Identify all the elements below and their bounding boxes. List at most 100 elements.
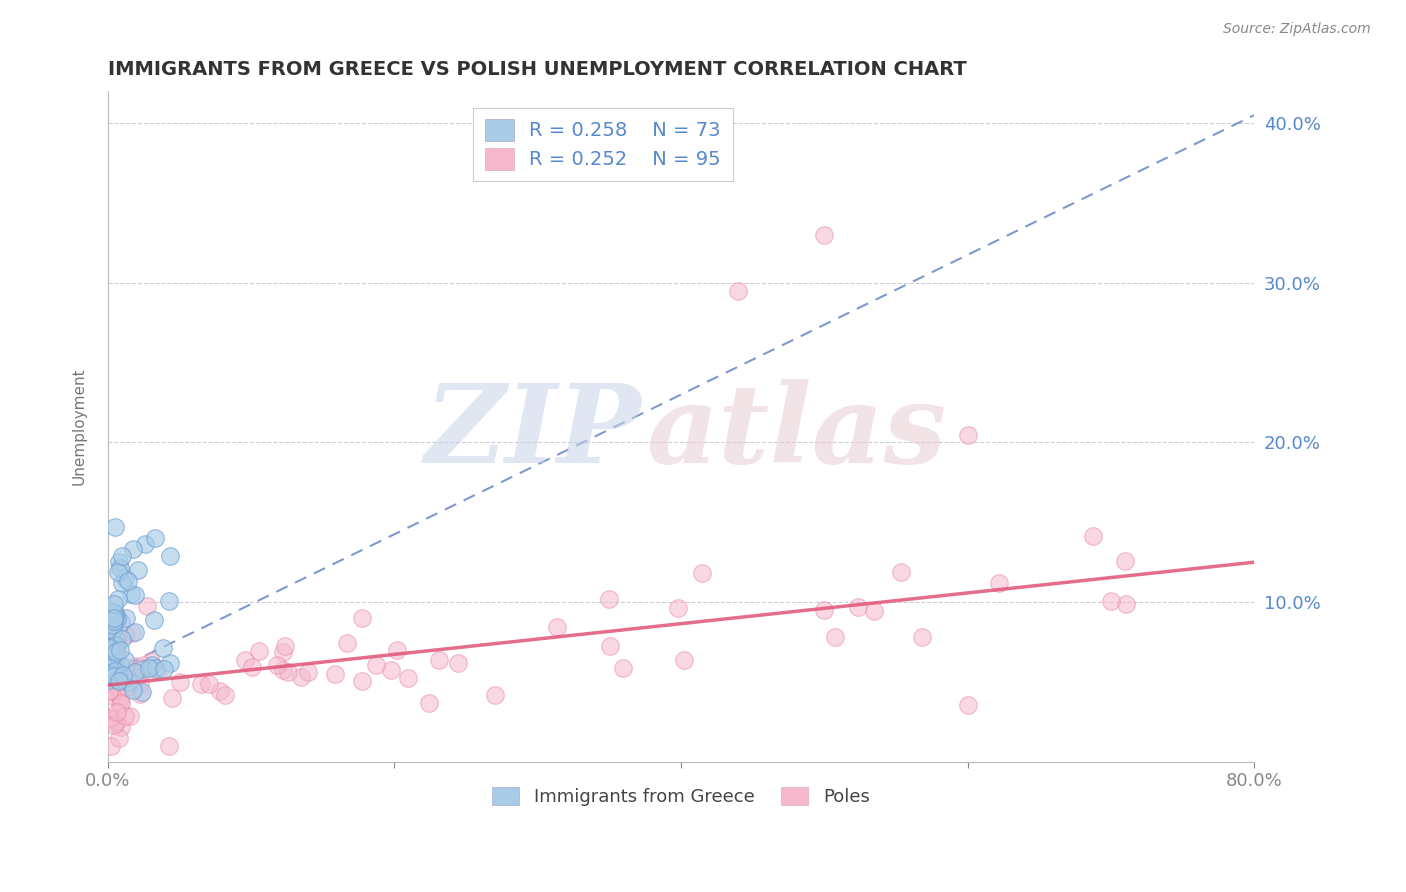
Point <box>104 641 127 656</box>
Point <box>107 731 129 746</box>
Point <box>146 664 169 678</box>
Point <box>666 601 689 615</box>
Point <box>274 639 297 653</box>
Point <box>987 576 1010 591</box>
Point <box>98 684 121 698</box>
Point <box>134 537 156 551</box>
Point <box>1099 593 1122 607</box>
Point <box>160 691 183 706</box>
Point <box>131 662 153 676</box>
Point <box>110 697 132 711</box>
Point <box>98 712 121 726</box>
Point <box>121 542 143 557</box>
Point <box>104 665 127 679</box>
Point <box>114 628 136 642</box>
Text: ZIP: ZIP <box>425 379 641 487</box>
Point <box>108 561 131 575</box>
Point <box>111 549 134 563</box>
Point <box>98 624 121 639</box>
Point <box>104 608 127 623</box>
Point <box>427 653 450 667</box>
Point <box>104 661 127 675</box>
Point <box>104 606 127 620</box>
Point <box>103 614 125 628</box>
Point <box>131 684 153 698</box>
Point <box>111 632 134 646</box>
Point <box>1083 529 1105 543</box>
Legend: Immigrants from Greece, Poles: Immigrants from Greece, Poles <box>485 780 877 814</box>
Point <box>100 654 122 668</box>
Point <box>107 565 129 579</box>
Point <box>159 549 181 563</box>
Point <box>114 709 136 723</box>
Point <box>125 659 148 673</box>
Point <box>107 673 129 687</box>
Point <box>484 688 506 702</box>
Point <box>911 630 934 644</box>
Point <box>114 571 136 585</box>
Point <box>100 654 122 668</box>
Point <box>1114 554 1136 568</box>
Point <box>108 673 131 688</box>
Point <box>152 641 174 656</box>
Point <box>209 684 232 698</box>
Point <box>813 603 835 617</box>
Point <box>890 565 912 579</box>
Point <box>169 674 191 689</box>
Point <box>98 667 121 681</box>
Point <box>297 665 319 680</box>
Point <box>103 658 125 673</box>
Point <box>105 705 128 719</box>
Point <box>98 640 121 655</box>
Point <box>98 683 121 698</box>
Point <box>103 689 125 703</box>
Point <box>115 680 138 694</box>
Point <box>103 645 125 659</box>
Point <box>692 566 714 580</box>
Point <box>266 657 288 672</box>
Point <box>105 607 128 622</box>
Point <box>214 688 236 702</box>
Point <box>121 683 143 698</box>
Point <box>446 657 468 671</box>
Point <box>127 563 149 577</box>
Point <box>100 676 122 690</box>
Point <box>115 611 138 625</box>
Point <box>124 588 146 602</box>
Point <box>105 632 128 646</box>
Text: Source: ZipAtlas.com: Source: ZipAtlas.com <box>1223 22 1371 37</box>
Point <box>104 519 127 533</box>
Point <box>105 632 128 647</box>
Point <box>124 624 146 639</box>
Point <box>98 673 121 688</box>
Point <box>273 645 295 659</box>
Point <box>396 671 419 685</box>
Point <box>117 660 139 674</box>
Point <box>117 574 139 589</box>
Point <box>380 663 402 677</box>
Point <box>350 610 373 624</box>
Point <box>98 640 121 655</box>
Text: atlas: atlas <box>647 379 946 487</box>
Point <box>112 672 135 686</box>
Point <box>100 739 122 753</box>
Point <box>114 653 136 667</box>
Point <box>813 227 835 242</box>
Point <box>138 661 160 675</box>
Point <box>103 669 125 683</box>
Point <box>862 604 884 618</box>
Point <box>418 696 440 710</box>
Point <box>599 639 621 653</box>
Point <box>100 653 122 667</box>
Point <box>120 587 142 601</box>
Point <box>107 591 129 606</box>
Point <box>118 709 141 723</box>
Point <box>271 663 294 677</box>
Point <box>117 674 139 689</box>
Point <box>103 611 125 625</box>
Point <box>104 716 127 731</box>
Point <box>98 711 121 725</box>
Point <box>104 671 127 685</box>
Point <box>104 638 127 652</box>
Point <box>387 643 409 657</box>
